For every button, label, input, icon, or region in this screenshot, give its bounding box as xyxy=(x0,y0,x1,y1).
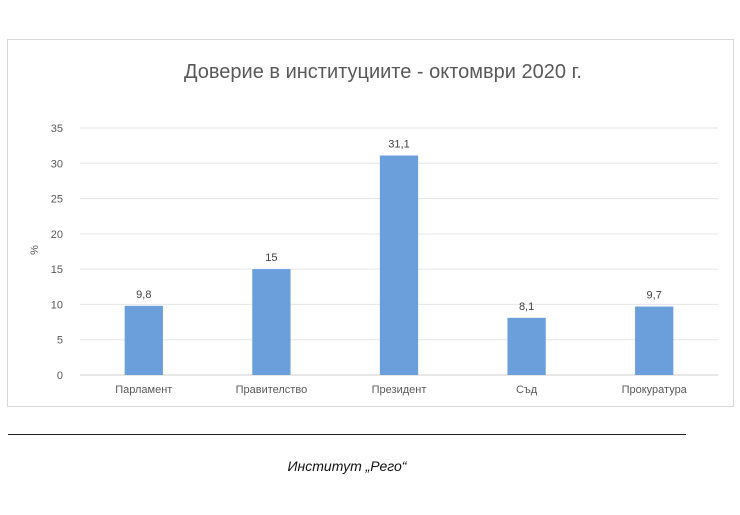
x-tick-label: Правителство xyxy=(236,384,308,396)
y-tick-label: 25 xyxy=(51,194,63,206)
y-tick-label: 15 xyxy=(51,264,63,276)
labels-layer: 0 5 10 15 20 25 30 35 9,8 Парламент 15 Правителство… xyxy=(51,123,688,396)
bar xyxy=(507,317,546,375)
y-axis-label: % xyxy=(29,245,41,255)
y-tick-label: 35 xyxy=(51,123,63,135)
bar xyxy=(379,155,419,375)
x-tick-label: Съд xyxy=(516,384,538,396)
data-label: 31,1 xyxy=(388,139,409,151)
x-tick-label: Прокуратура xyxy=(622,384,688,396)
data-label: 9,7 xyxy=(647,290,662,302)
data-label: 8,1 xyxy=(519,301,534,313)
data-label: 15 xyxy=(265,252,277,264)
y-tick-label: 5 xyxy=(57,335,63,347)
x-tick-label: Президент xyxy=(372,384,427,396)
x-tick-label: Парламент xyxy=(115,384,172,396)
footer-divider xyxy=(8,434,686,435)
bar xyxy=(124,305,163,375)
bars-layer xyxy=(124,155,674,375)
chart-svg: Доверие в институциите - октомври 2020 г… xyxy=(29,61,718,396)
y-tick-label: 20 xyxy=(51,229,63,241)
y-tick-label: 30 xyxy=(51,158,63,170)
bar xyxy=(252,269,291,375)
chart-frame: Доверие в институциите - октомври 2020 г… xyxy=(7,39,734,407)
y-tick-label: 10 xyxy=(51,299,63,311)
bar xyxy=(635,306,674,375)
source-note: Институт „Рего“ xyxy=(287,458,407,474)
chart-title: Доверие в институциите - октомври 2020 г… xyxy=(184,61,582,83)
y-tick-label: 0 xyxy=(57,370,63,382)
data-label: 9,8 xyxy=(136,289,151,301)
